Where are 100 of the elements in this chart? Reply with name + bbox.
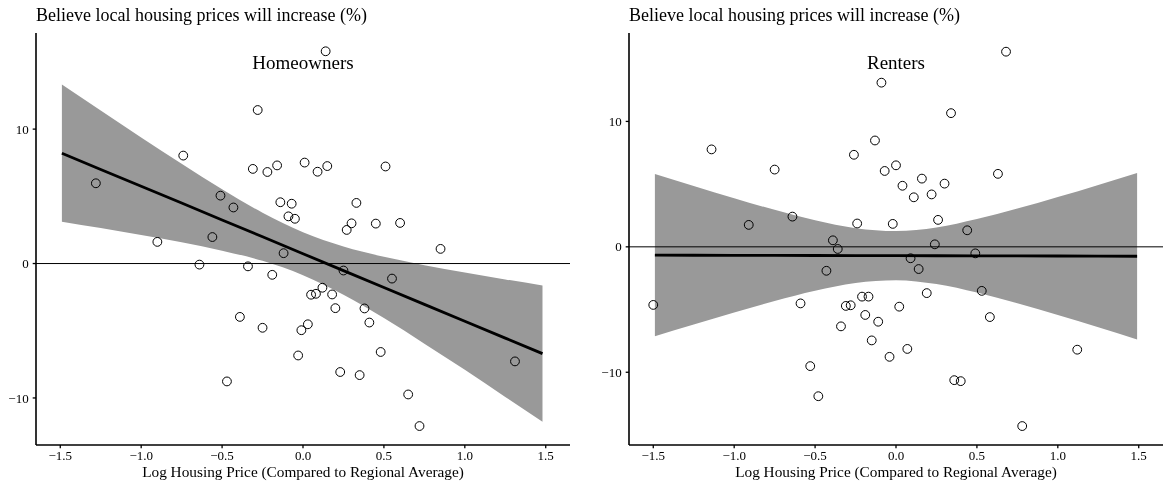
point (375, 347, 386, 357)
y-tick-label: 10 (15, 121, 29, 137)
x-tick-label: 0.5 (968, 448, 986, 464)
point (813, 391, 824, 402)
point (247, 164, 258, 174)
point (395, 218, 405, 228)
x-tick-label: −0.5 (803, 448, 827, 464)
point (364, 317, 375, 328)
x-tick-label: 1.0 (456, 448, 473, 464)
point (845, 300, 856, 311)
point (293, 350, 304, 361)
point (275, 197, 286, 208)
x-axis-title: Log Housing Price (Compared to Regional Average) (142, 463, 464, 480)
point (354, 370, 365, 380)
point (262, 167, 273, 177)
point (805, 361, 816, 372)
point (286, 198, 297, 209)
point (243, 261, 253, 272)
point (306, 289, 316, 300)
point (905, 253, 916, 264)
point (283, 211, 294, 222)
point (359, 303, 370, 314)
point (299, 157, 310, 168)
y-axis-title: Believe local housing prices will increase (%) (36, 5, 367, 25)
text: Homeowners (252, 52, 354, 73)
point (897, 180, 908, 191)
point (894, 301, 905, 312)
point (152, 236, 163, 247)
point (860, 310, 871, 320)
point (970, 248, 981, 259)
point (302, 319, 313, 330)
x-axis-title: Log Housing Price (Compared to Regional Average) (735, 463, 1057, 480)
x-tick-label: 0.5 (375, 448, 393, 464)
point (257, 322, 268, 333)
point (346, 218, 357, 229)
point (272, 160, 283, 171)
point (290, 213, 300, 224)
point (908, 192, 919, 203)
point (370, 218, 381, 229)
point (322, 161, 333, 171)
point (946, 108, 956, 119)
x-tick-label: −1.5 (641, 448, 666, 464)
point (849, 149, 859, 160)
point (414, 421, 425, 431)
point (510, 356, 520, 367)
point (312, 166, 323, 177)
point (832, 244, 843, 254)
point (222, 376, 232, 387)
point (234, 312, 245, 322)
point (1072, 344, 1083, 355)
y-tick-label: −10 (601, 364, 622, 380)
point (648, 300, 659, 310)
point (317, 282, 328, 293)
point (976, 285, 987, 296)
text: Renters (866, 52, 926, 73)
point (939, 178, 950, 189)
point (320, 46, 331, 57)
point (403, 389, 414, 400)
x-tick-label: 1.5 (537, 448, 554, 464)
point (933, 214, 943, 225)
y-axis-title: Believe local housing prices will increase (%) (629, 5, 960, 25)
point (926, 189, 937, 200)
point (215, 190, 226, 201)
y-tick-label: 0 (615, 239, 622, 255)
point (913, 264, 924, 274)
point (873, 316, 884, 327)
point (311, 288, 321, 299)
point (228, 202, 239, 213)
point (884, 351, 895, 362)
point (879, 166, 890, 176)
x-tick-label: 1.0 (1049, 448, 1066, 464)
y-tick-label: −10 (8, 390, 29, 406)
point (929, 239, 940, 250)
point (870, 135, 880, 146)
point (1017, 421, 1028, 431)
point (267, 269, 278, 280)
x-tick-label: 0.0 (294, 448, 312, 464)
point (194, 259, 205, 270)
point (852, 218, 863, 229)
point (338, 265, 349, 276)
point (955, 376, 966, 387)
point (296, 325, 307, 336)
point (857, 291, 867, 302)
point (949, 375, 960, 386)
point (207, 232, 218, 242)
y-tick-label: 10 (608, 114, 622, 130)
point (90, 178, 101, 189)
point (984, 312, 995, 322)
x-tick-label: 0.0 (887, 448, 905, 464)
point (435, 243, 446, 254)
point (836, 321, 846, 332)
x-tick-label: 1.5 (1130, 448, 1147, 464)
point (351, 198, 362, 208)
point (769, 164, 780, 175)
x-tick-label: −0.5 (210, 448, 234, 464)
point (993, 168, 1003, 179)
x-tick-label: −1.0 (129, 448, 153, 464)
point (902, 344, 913, 354)
point (795, 298, 806, 309)
point (891, 160, 901, 171)
